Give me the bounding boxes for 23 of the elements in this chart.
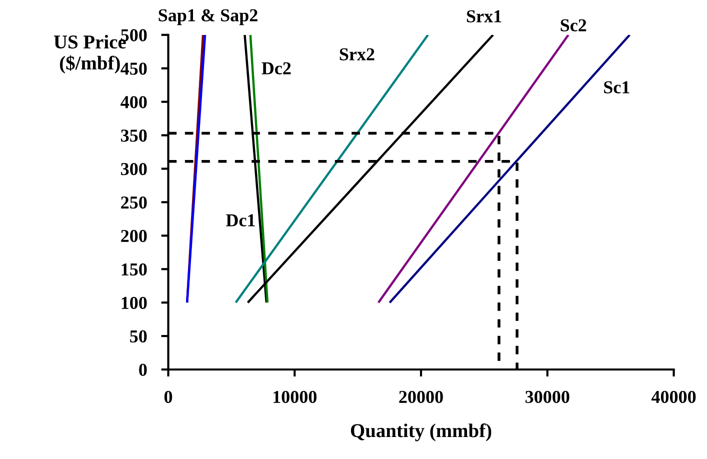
y-tick-label: 350 [121,130,147,142]
y-tick-label: 250 [121,196,147,209]
series-label: Sap1 & Sap2 [158,9,258,26]
y-tick-label: 50 [130,330,147,342]
series-label: Dc1 [226,214,255,226]
y-tick-label: 0 [139,364,147,376]
y-tick-label: 150 [122,263,147,276]
y-tick-label: 100 [122,296,147,310]
series-label: Dc2 [262,62,291,74]
x-tick-label: 20000 [399,390,443,404]
x-axis-title: Quantity (mmbf) [350,423,492,442]
y-tick-label: 400 [120,96,147,108]
series-label: Srx1 [466,10,502,22]
series-label: Sc1 [604,81,630,94]
x-tick-label: 40000 [651,390,696,404]
x-tick-label: 0 [164,390,172,404]
y-tick-label: 450 [120,62,147,75]
series-label: Sc2 [560,19,586,32]
series-label: Srx2 [340,48,374,60]
y-tick-label: 300 [121,162,147,176]
x-tick-label: 10000 [274,390,317,404]
y-tick-label: 200 [121,230,147,242]
x-tick-label: 30000 [526,390,570,404]
